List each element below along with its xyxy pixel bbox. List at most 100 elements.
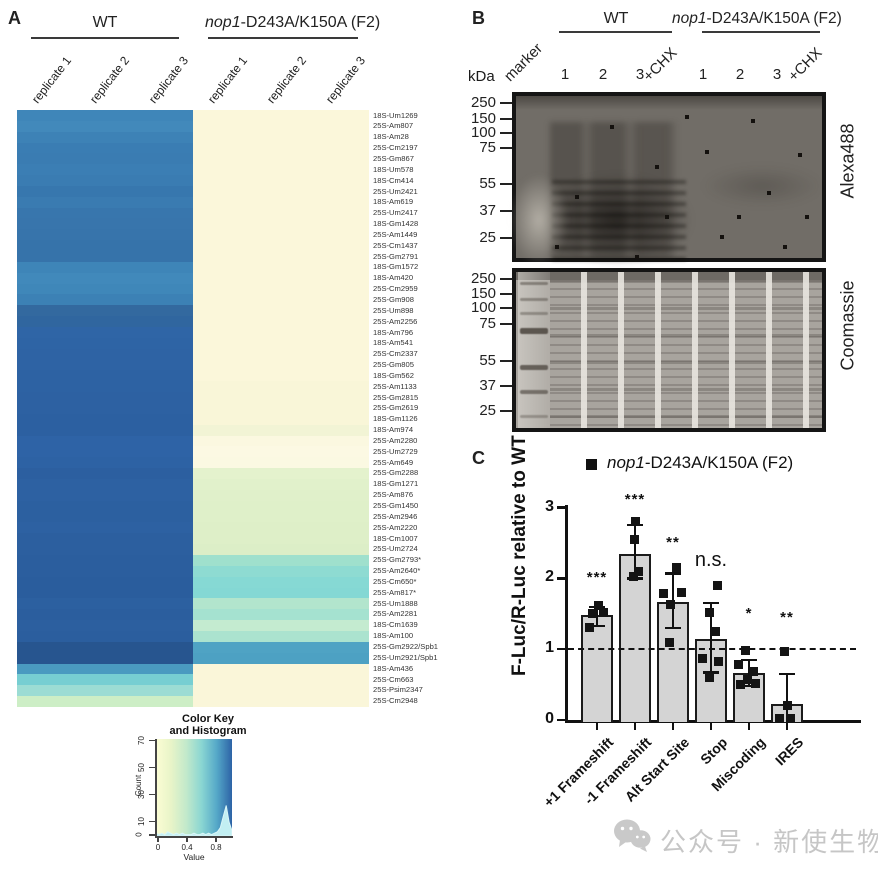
heatmap-cell bbox=[134, 142, 193, 154]
kda-tick-mark bbox=[500, 360, 512, 362]
heatmap-cell bbox=[134, 153, 193, 165]
heatmap-cell bbox=[310, 641, 369, 653]
heatmap-row-label: 18S-Cm414 bbox=[373, 175, 414, 185]
heatmap-cell bbox=[193, 110, 252, 121]
heatmap-cell bbox=[134, 316, 193, 327]
heatmap-cell bbox=[75, 142, 135, 154]
heatmap-cell bbox=[75, 207, 135, 219]
heatmap-cell bbox=[75, 576, 135, 588]
heatmap-cell bbox=[17, 218, 76, 230]
heatmap-cell bbox=[310, 110, 369, 121]
heatmap-row-label: 25S-Gm2288 bbox=[373, 468, 419, 478]
heatmap-cell bbox=[251, 489, 311, 501]
color-key-yaxis bbox=[155, 739, 157, 837]
panel-a-group-wt: WT bbox=[92, 14, 118, 31]
color-key-ytick bbox=[149, 820, 155, 823]
heatmap-row-label: 18S-Am436 bbox=[373, 663, 414, 673]
heatmap-cell bbox=[193, 196, 252, 208]
heatmap-cell bbox=[75, 478, 135, 490]
heatmap-cell bbox=[310, 359, 369, 371]
heatmap-cell bbox=[17, 153, 76, 165]
heatmap-row-label: 25S-Am2946 bbox=[373, 511, 418, 521]
heatmap-cell bbox=[17, 164, 76, 176]
heatmap-cell bbox=[134, 229, 193, 241]
heatmap-cell bbox=[193, 544, 252, 555]
heatmap-cell bbox=[251, 500, 311, 512]
heatmap-row-label: 25S-Gm805 bbox=[373, 360, 414, 370]
heatmap-cell bbox=[75, 663, 135, 675]
heatmap-cell bbox=[75, 261, 135, 273]
heatmap-cell bbox=[134, 294, 193, 306]
heatmap-cell bbox=[251, 641, 311, 653]
heatmap-cell bbox=[193, 696, 252, 707]
heatmap-cell bbox=[193, 468, 252, 479]
heatmap-row-label: 18S-Am28 bbox=[373, 132, 409, 142]
heatmap-cell bbox=[134, 120, 193, 132]
heatmap-cell bbox=[75, 685, 135, 697]
heatmap-cell bbox=[75, 446, 135, 458]
heatmap-cell bbox=[17, 196, 76, 208]
heatmap-cell bbox=[251, 142, 311, 154]
chart-x-tick bbox=[595, 723, 599, 730]
heatmap-cell bbox=[310, 272, 369, 284]
data-point bbox=[735, 680, 745, 690]
heatmap-cell bbox=[251, 457, 311, 469]
heatmap-col-label: replicate 3 bbox=[322, 53, 369, 106]
heatmap-cell bbox=[75, 164, 135, 176]
lane-label: 1 bbox=[560, 66, 570, 83]
heatmap-cell bbox=[193, 120, 252, 132]
heatmap-cell bbox=[17, 663, 76, 675]
color-key-ytick bbox=[149, 834, 155, 836]
chart-y-tick-label: 1 bbox=[545, 639, 554, 657]
error-bar-line bbox=[595, 606, 599, 626]
heatmap-cell bbox=[17, 207, 76, 219]
data-point bbox=[676, 588, 686, 598]
data-point bbox=[704, 673, 714, 683]
heatmap-row-label: 25S-Gm867 bbox=[373, 154, 414, 163]
heatmap-row-label: 25S-Cm2959 bbox=[373, 284, 418, 294]
heatmap-cell bbox=[134, 500, 193, 512]
heatmap-cell bbox=[193, 478, 252, 490]
heatmap-cell bbox=[17, 685, 76, 697]
error-bar-cap-top bbox=[779, 672, 795, 676]
heatmap-cell bbox=[310, 185, 369, 197]
color-key-xtick bbox=[157, 837, 159, 842]
heatmap-cell bbox=[251, 478, 311, 490]
heatmap-cell bbox=[251, 587, 311, 599]
heatmap-cell bbox=[251, 381, 311, 393]
heatmap-cell bbox=[17, 229, 76, 241]
heatmap-cell bbox=[75, 381, 135, 393]
kda-tick-mark bbox=[500, 410, 512, 412]
lane-label: 1 bbox=[698, 66, 708, 83]
heatmap-cell bbox=[251, 261, 311, 273]
heatmap-cell bbox=[134, 175, 193, 186]
heatmap-row-label: 18S-Am100 bbox=[373, 631, 414, 641]
heatmap-row-label: 25S-Am1449 bbox=[373, 229, 418, 239]
heatmap-cell bbox=[251, 316, 311, 327]
heatmap-cell bbox=[310, 511, 369, 523]
significance-label: *** bbox=[624, 491, 646, 509]
heatmap-cell bbox=[75, 641, 135, 653]
heatmap-cell bbox=[75, 218, 135, 230]
heatmap-cell bbox=[251, 620, 311, 631]
heatmap-cell bbox=[310, 598, 369, 610]
heatmap-cell bbox=[251, 598, 311, 610]
data-point bbox=[774, 714, 784, 724]
heatmap-cell bbox=[193, 261, 252, 273]
heatmap-cell bbox=[134, 131, 193, 143]
heatmap-cell bbox=[17, 598, 76, 610]
kda-tick-mark bbox=[500, 293, 512, 295]
chart-y-tick bbox=[557, 506, 565, 509]
heatmap-cell bbox=[193, 489, 252, 501]
heatmap-cell bbox=[310, 674, 369, 686]
heatmap-cell bbox=[75, 489, 135, 501]
heatmap-cell bbox=[310, 457, 369, 469]
data-point bbox=[782, 701, 792, 711]
gel2-marker-band bbox=[520, 328, 548, 334]
heatmap-cell bbox=[75, 554, 135, 566]
data-point bbox=[629, 534, 639, 544]
color-key-xlabel: Value bbox=[183, 852, 205, 862]
heatmap-cell bbox=[134, 696, 193, 707]
heatmap-row-label: 25S-Cm650* bbox=[373, 576, 417, 586]
kda-tick-mark bbox=[500, 385, 512, 387]
